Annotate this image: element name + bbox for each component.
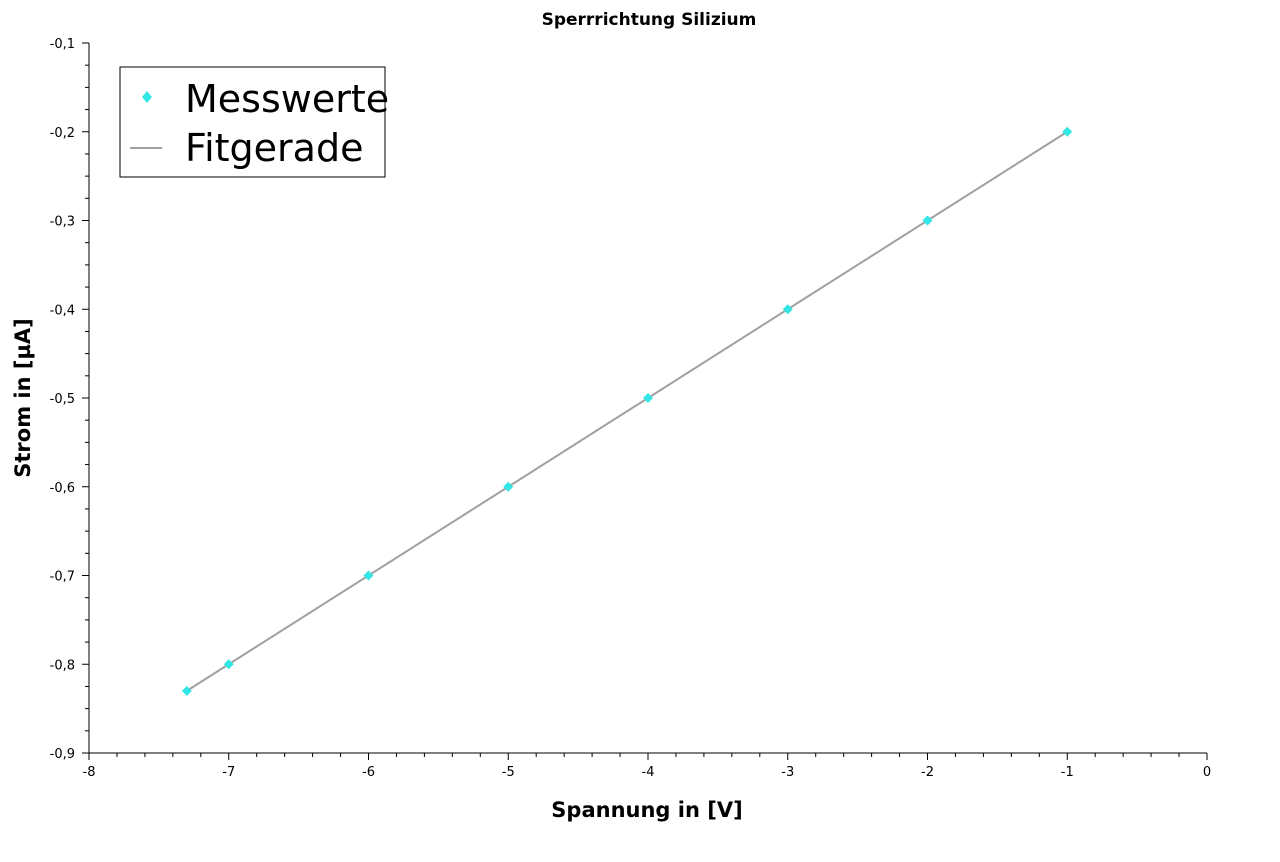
chart-title: Sperrrichtung Silizium (542, 10, 757, 30)
data-point (223, 659, 234, 670)
x-tick-label: -2 (921, 765, 934, 780)
y-axis-title: Strom in [µA] (11, 318, 35, 478)
plot-area (181, 126, 1073, 696)
data-point (782, 304, 793, 315)
y-tick-label: -0,5 (50, 392, 75, 407)
legend-box (119, 66, 386, 178)
legend-label-fitgerade: Fitgerade (185, 126, 363, 170)
y-tick-label: -0,9 (50, 747, 75, 762)
x-tick-label: 0 (1203, 765, 1211, 780)
y-tick-label: -0,2 (50, 126, 75, 141)
data-point (922, 215, 933, 226)
legend: Messwerte Fitgerade (119, 66, 389, 178)
legend-marker-messwerte (142, 91, 152, 103)
legend-label-messwerte: Messwerte (185, 77, 389, 121)
x-tick-label: -8 (83, 765, 96, 780)
data-point (1062, 126, 1073, 137)
x-tick-label: -6 (362, 765, 375, 780)
x-tick-label: -1 (1061, 765, 1074, 780)
fit-line (186, 130, 1068, 692)
x-tick-label: -7 (222, 765, 235, 780)
y-tick-label: -0,8 (50, 658, 75, 673)
x-tick-label: -5 (502, 765, 515, 780)
data-point (181, 685, 192, 696)
y-tick-label: -0,4 (50, 303, 75, 318)
y-tick-label: -0,3 (50, 215, 75, 230)
axes: -8 -7 -6 -5 -4 -3 -2 -1 0 -0,9 -0,8 -0,7 -0,6 -0,5 -0,… (50, 37, 1212, 780)
data-point (503, 481, 514, 492)
x-tick-label: -3 (781, 765, 794, 780)
y-tick-label: -0,7 (50, 570, 75, 585)
x-tick-label: -4 (642, 765, 655, 780)
data-point (363, 570, 374, 581)
y-tick-label: -0,1 (50, 37, 75, 52)
data-point (643, 393, 653, 403)
y-tick-label: -0,6 (50, 481, 75, 496)
x-axis-title: Spannung in [V] (551, 798, 742, 822)
